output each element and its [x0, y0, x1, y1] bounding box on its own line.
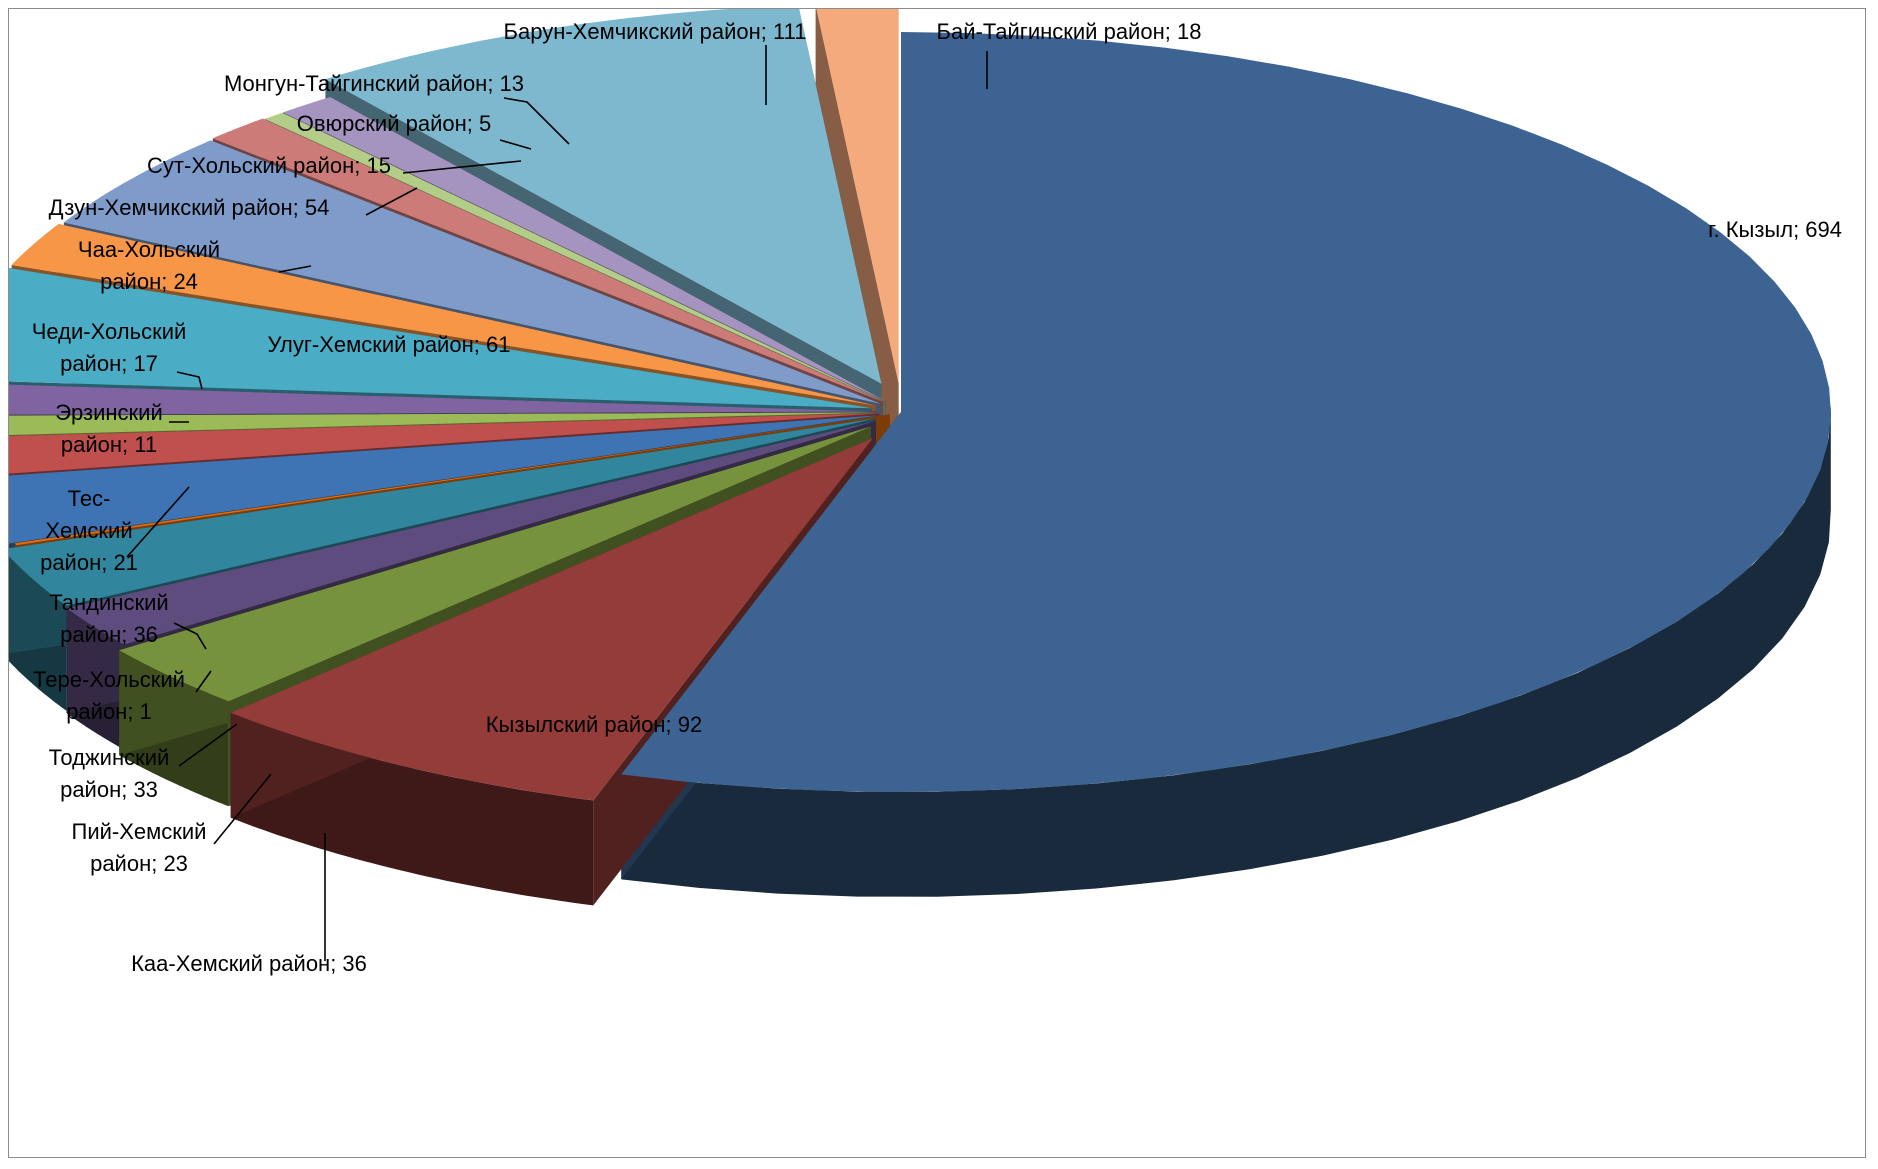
data-label-line: Тоджинский [49, 745, 170, 770]
data-label-line: район; 23 [90, 851, 188, 876]
data-label-line: Чаа-Хольский [78, 237, 220, 262]
data-label-line: Овюрский район; 5 [297, 111, 491, 136]
leader-line [278, 265, 312, 273]
pie-slice-13 [63, 140, 881, 404]
data-label-line: Бай-Тайгинский район; 18 [937, 19, 1202, 44]
data-label: Тоджинский район; 33 [49, 745, 170, 802]
data-label-line: район; 33 [60, 777, 158, 802]
pie-slice-11 [9, 268, 872, 409]
data-label: Чаа-Хольский район; 24 [78, 237, 220, 294]
pie-slice-4 [66, 420, 876, 645]
data-labels: г. Кызыл; 694 Кызылский район; 92 Каа-Хемс… [32, 19, 1842, 976]
data-label: Эрзинский район; 11 [55, 400, 163, 457]
pie-slice-8 [9, 413, 880, 474]
leader-line [176, 371, 203, 390]
pie-slice-6 [15, 414, 890, 546]
data-label: Кызылский район; 92 [486, 712, 703, 737]
pie-slice-2 [230, 438, 874, 801]
data-label: Тандинский район; 36 [49, 590, 168, 647]
pie-slice-16 [283, 97, 887, 402]
pie-slice-3 [119, 426, 871, 702]
data-label-line: Тере-Хольский [33, 667, 185, 692]
data-label-line: Сут-Хольский район; 15 [147, 153, 391, 178]
pie-slice-9 [9, 412, 878, 435]
data-label-line: Тандинский [49, 590, 168, 615]
pie-slice-1 [621, 32, 1831, 792]
data-label: Дзун-Хемчикский район; 54 [49, 195, 330, 220]
pie-slice-17 [325, 9, 882, 384]
chart-frame: г. Кызыл; 694 Кызылский район; 92 Каа-Хемс… [8, 8, 1866, 1158]
pie-slice-5 [9, 418, 876, 606]
data-label-line: район; 11 [61, 432, 157, 457]
data-label-line: Монгун-Тайгинский район; 13 [224, 71, 524, 96]
data-label-line: район; 21 [40, 550, 138, 575]
pie-slice-10 [9, 384, 878, 415]
data-label-line: Чеди-Хольский [32, 319, 187, 344]
data-label-line: Улуг-Хемский район; 61 [268, 332, 511, 357]
leader-line [499, 139, 532, 150]
data-label-line: Пий-Хемский [72, 819, 207, 844]
leader-line [365, 187, 418, 216]
leader-line [213, 773, 272, 845]
data-label-line: район; 1 [66, 699, 152, 724]
data-label-line: район; 17 [60, 351, 158, 376]
leader-line [195, 670, 212, 693]
data-label: Бай-Тайгинский район; 18 [937, 19, 1202, 44]
data-label-line: Эрзинский [55, 400, 163, 425]
data-label-line: район; 36 [60, 622, 158, 647]
slice-outer-side [621, 404, 1831, 897]
pie-slice-7 [9, 415, 878, 544]
leader-line [402, 160, 522, 174]
data-label: Тес- Хемский район; 21 [40, 486, 138, 575]
data-label: Барун-Хемчикский район; 111 [504, 19, 807, 44]
data-label: Каа-Хемский район; 36 [131, 951, 367, 976]
data-label-line: Дзун-Хемчикский район; 54 [49, 195, 330, 220]
pie-chart: г. Кызыл; 694 Кызылский район; 92 Каа-Хемс… [9, 9, 1842, 976]
data-label: Чеди-Хольский район; 17 [32, 319, 187, 376]
data-label: Пий-Хемский район; 23 [72, 819, 207, 876]
leader-line [173, 622, 207, 650]
pie-slice-14 [212, 118, 883, 402]
leader-line [126, 486, 190, 558]
data-label-line: Каа-Хемский район; 36 [131, 951, 367, 976]
leader-line [178, 723, 238, 767]
data-label-line: Тес- [68, 486, 111, 511]
pie-slice-18 [816, 9, 899, 384]
leader-line [503, 97, 570, 145]
data-label: Овюрский район; 5 [297, 111, 491, 136]
data-label: Тере-Хольский район; 1 [33, 667, 185, 724]
data-label-line: Кызылский район; 92 [486, 712, 703, 737]
data-label: Сут-Хольский район; 15 [147, 153, 391, 178]
data-label: Монгун-Тайгинский район; 13 [224, 71, 524, 96]
data-label-line: Хемский [45, 518, 132, 543]
pie-slice-15 [264, 112, 886, 403]
pie-slice-tops [9, 9, 1831, 801]
pie-slice-12 [11, 224, 876, 406]
data-label-line: г. Кызыл; 694 [1708, 217, 1842, 242]
data-label-line: район; 24 [100, 269, 198, 294]
data-label: г. Кызыл; 694 [1708, 217, 1842, 242]
data-label: Улуг-Хемский район; 61 [268, 332, 511, 357]
data-label-line: Барун-Хемчикский район; 111 [504, 19, 807, 44]
